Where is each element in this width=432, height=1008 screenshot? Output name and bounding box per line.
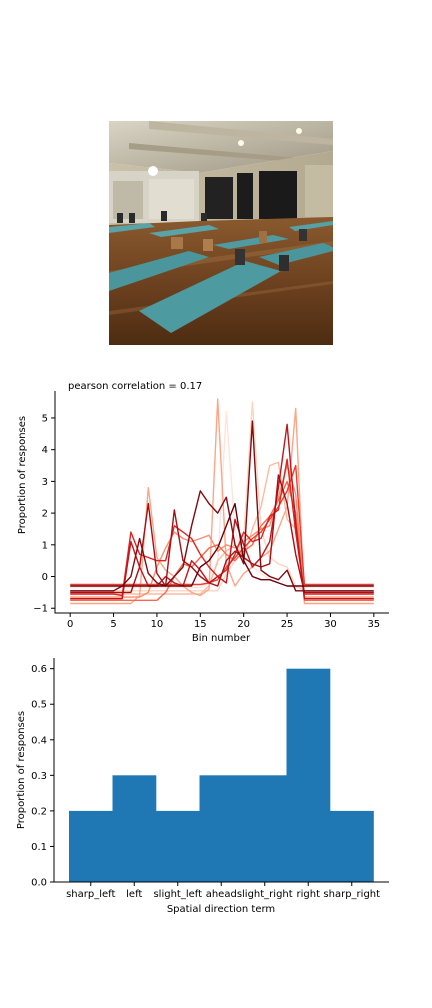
line-chart-title-group: pearson correlation = 0.17 [68,381,202,392]
y-tick-label: 3 [42,477,48,488]
x-tick-label: 35 [367,619,380,630]
line-series-9 [70,423,374,600]
category-label: left [126,889,142,900]
y-tick-label: 0.5 [31,700,47,711]
y-tick-label: 0 [42,572,48,583]
y-tick-label: −1 [33,604,48,615]
x-tick-label: 0 [67,619,73,630]
x-tick-label: 20 [237,619,250,630]
x-tick-label: 30 [324,619,337,630]
y-tick-label: 0.3 [31,771,47,782]
y-tick-label: 4 [42,445,48,456]
line-chart: pearson correlation = 0.17 0 5 10 15 20 25 30 3… [17,381,389,644]
line-series-11 [70,420,374,592]
bar-sharp-right [330,810,374,882]
yoga-studio-photo [109,121,333,345]
category-label: sharp_left [66,889,115,900]
y-tick-label: 2 [42,509,48,520]
category-label: slight_right [237,889,293,900]
bar-slight-left [156,810,200,882]
y-tick-label: 0.1 [31,842,47,853]
line-chart-title: pearson correlation = 0.17 [68,381,202,392]
bar-chart-ylabel: Proportion of responses [16,711,27,829]
line-series-4 [70,398,374,605]
line-chart-ylabel: Proportion of responses [17,416,28,534]
category-label: sharp_right [323,889,380,900]
category-label: right [297,889,321,900]
line-series-5 [70,464,374,598]
y-tick-label: 0.4 [31,735,47,746]
line-series-12 [70,502,374,587]
y-tick-label: 0.2 [31,806,47,817]
line-chart-xlabel: Bin number [192,633,251,644]
line-series-10 [70,474,374,594]
bar-chart-xlabel: Spatial direction term [167,904,275,915]
x-tick-label: 5 [110,619,116,630]
y-tick-label: 1 [42,540,48,551]
line-series-1 [70,410,374,589]
bar-left [112,775,157,882]
bar-slight-right [243,775,287,882]
x-tick-label: 25 [281,619,294,630]
x-tick-label: 15 [194,619,207,630]
y-tick-label: 0.6 [31,664,47,675]
x-tick-label: 10 [151,619,164,630]
bar-ahead [199,775,244,882]
category-label: slight_left [153,889,202,900]
category-label: ahead [206,889,237,900]
bar-right [286,668,331,882]
y-tick-label: 5 [42,413,48,424]
y-tick-label: 0.0 [31,878,47,889]
line-chart-axes [54,391,389,614]
line-series-6 [70,480,374,602]
bar-sharp-left [69,810,113,882]
bar-chart: sharp_left left slight_left ahead slight_rig… [16,658,389,915]
